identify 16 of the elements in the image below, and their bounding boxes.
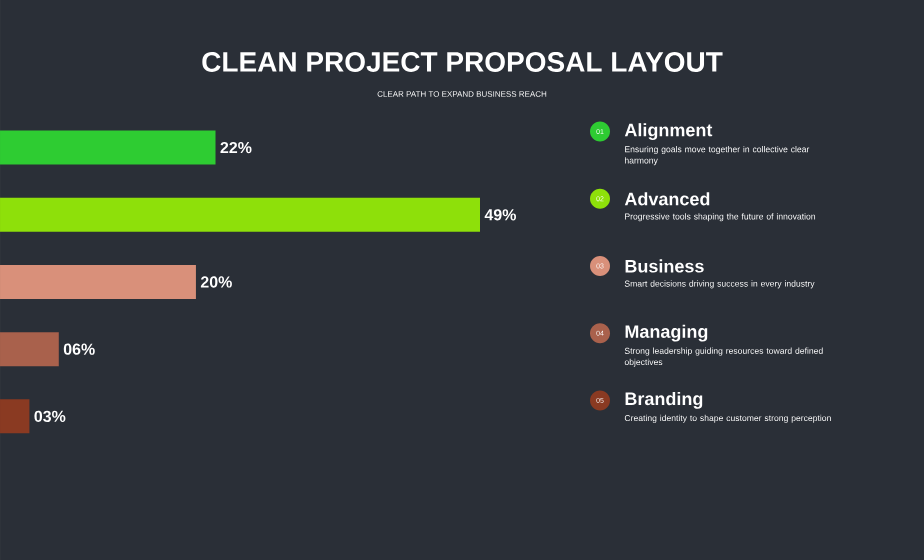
bar — [0, 399, 30, 434]
data-label: 03% — [34, 410, 66, 423]
y-tick-label: Branding — [625, 391, 703, 409]
y-tick-label: Business — [625, 259, 704, 273]
bar — [0, 130, 216, 165]
data-label: 06% — [63, 343, 95, 355]
bar — [0, 197, 481, 232]
y-tick-label: Alignment — [624, 123, 713, 141]
data-label: 20% — [200, 276, 232, 288]
y-tick-label: Advanced — [624, 192, 710, 206]
chart-title: CLEAN PROJECT PROPOSAL LAYOUT — [202, 52, 723, 72]
y-tick-label: Managing — [625, 324, 708, 342]
data-label: 22% — [220, 141, 252, 154]
data-label: 49% — [484, 209, 516, 221]
bar — [0, 264, 196, 299]
bar — [0, 332, 59, 367]
